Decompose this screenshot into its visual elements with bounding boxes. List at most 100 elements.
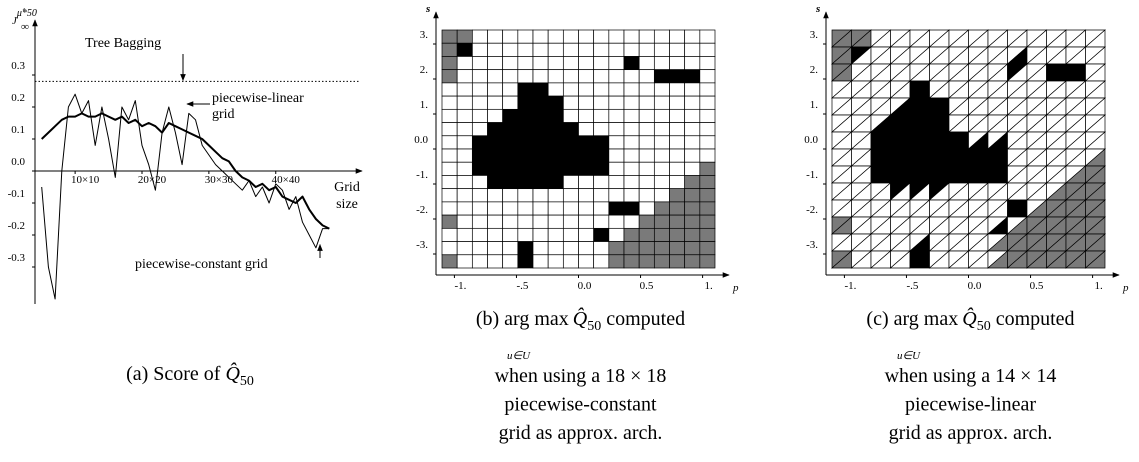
grid-cell bbox=[532, 108, 549, 123]
grid-cell bbox=[578, 148, 595, 163]
grid-cell bbox=[517, 122, 534, 137]
caption-symbol: Q̂ bbox=[962, 307, 977, 330]
grid-cell bbox=[653, 227, 670, 242]
grid-cell bbox=[653, 241, 670, 256]
grid-cell bbox=[578, 69, 595, 84]
y-axis-label: s bbox=[815, 3, 820, 15]
grid-cell bbox=[487, 82, 504, 97]
grid-cell bbox=[487, 56, 504, 71]
grid-cell bbox=[441, 161, 458, 176]
grid-cell bbox=[593, 161, 610, 176]
grid-cell bbox=[456, 214, 473, 229]
grid-cell bbox=[653, 122, 670, 137]
grid-cell bbox=[532, 201, 549, 216]
grid-cell bbox=[456, 148, 473, 163]
grid-cell bbox=[623, 56, 640, 71]
grid-cell bbox=[684, 82, 701, 97]
annotation: piecewise-constant grid bbox=[135, 257, 268, 272]
grid-cell bbox=[699, 29, 716, 44]
grid-cell bbox=[487, 227, 504, 242]
caption-under: u∈U bbox=[507, 350, 531, 362]
grid-cell bbox=[684, 161, 701, 176]
grid-cell bbox=[699, 69, 716, 84]
grid-cell bbox=[699, 122, 716, 137]
grid-cell bbox=[684, 175, 701, 190]
y-tick-label: -0.2 bbox=[8, 220, 25, 232]
y-tick-label: 2. bbox=[420, 64, 429, 76]
grid-cell bbox=[562, 135, 579, 150]
caption-symbol: Q̂ bbox=[225, 362, 240, 385]
grid-cell bbox=[608, 241, 625, 256]
grid-cell bbox=[653, 95, 670, 110]
series-line bbox=[41, 112, 330, 230]
grid-cell bbox=[593, 69, 610, 84]
grid-cell bbox=[593, 148, 610, 163]
grid-cell bbox=[532, 227, 549, 242]
grid-cell bbox=[532, 161, 549, 176]
grid-cell bbox=[608, 227, 625, 242]
grid-cell bbox=[456, 122, 473, 137]
grid-cell bbox=[517, 56, 534, 71]
grid-cell bbox=[608, 188, 625, 203]
grid-cell bbox=[562, 82, 579, 97]
grid-cell bbox=[502, 42, 519, 57]
grid-cell bbox=[471, 161, 488, 176]
grid-cell bbox=[623, 214, 640, 229]
grid-cell bbox=[608, 214, 625, 229]
grid-cell bbox=[471, 122, 488, 137]
grid-cell bbox=[547, 95, 564, 110]
grid-cell bbox=[441, 95, 458, 110]
y-tick-label: 0.2 bbox=[11, 92, 25, 104]
grid-cell bbox=[638, 254, 655, 269]
grid-cell bbox=[684, 241, 701, 256]
grid-cell bbox=[608, 254, 625, 269]
caption: (a) Score of Q̂50 bbox=[126, 362, 254, 389]
x-tick-label: 0.5 bbox=[640, 280, 654, 292]
grid-cell bbox=[578, 56, 595, 71]
grid-cell bbox=[471, 188, 488, 203]
y-tick-label: 2. bbox=[810, 64, 819, 76]
x-tick-label: 40×40 bbox=[272, 174, 301, 186]
x-tick-label: 0.5 bbox=[1030, 280, 1044, 292]
grid-cell bbox=[456, 175, 473, 190]
grid-cell bbox=[593, 241, 610, 256]
grid-cell bbox=[608, 201, 625, 216]
grid-cell bbox=[456, 108, 473, 123]
grid-cell bbox=[593, 95, 610, 110]
grid-cell bbox=[471, 82, 488, 97]
grid-cell bbox=[487, 95, 504, 110]
grid-cell bbox=[578, 29, 595, 44]
grid-cell bbox=[487, 241, 504, 256]
grid-cell bbox=[699, 95, 716, 110]
grid-cell bbox=[578, 188, 595, 203]
y-label-sub: ∞ bbox=[21, 21, 29, 33]
grid-cell bbox=[623, 175, 640, 190]
grid-cell bbox=[456, 161, 473, 176]
grid-cell bbox=[669, 29, 686, 44]
caption: (b) arg max Q̂50 computed bbox=[476, 307, 685, 334]
grid-cell bbox=[578, 82, 595, 97]
x-axis-label: Grid bbox=[334, 180, 360, 195]
mesh-cell bbox=[1084, 250, 1106, 269]
y-label-sup: μ̂*50 bbox=[16, 8, 37, 19]
grid-cell bbox=[638, 175, 655, 190]
grid-cell bbox=[638, 148, 655, 163]
grid-cell bbox=[669, 227, 686, 242]
grid-cell bbox=[532, 135, 549, 150]
grid-cell bbox=[608, 56, 625, 71]
grid-cell bbox=[623, 161, 640, 176]
grid-cell bbox=[471, 148, 488, 163]
grid-cell bbox=[593, 29, 610, 44]
grid-cell bbox=[487, 122, 504, 137]
grid-cell bbox=[562, 56, 579, 71]
grid-cell bbox=[562, 161, 579, 176]
y-tick-label: -2. bbox=[416, 204, 428, 216]
grid-cell bbox=[638, 241, 655, 256]
grid-cell bbox=[669, 56, 686, 71]
grid-cell bbox=[623, 254, 640, 269]
grid-cell bbox=[699, 214, 716, 229]
grid-cell bbox=[487, 161, 504, 176]
grid-cell bbox=[441, 82, 458, 97]
grid-cell bbox=[653, 135, 670, 150]
